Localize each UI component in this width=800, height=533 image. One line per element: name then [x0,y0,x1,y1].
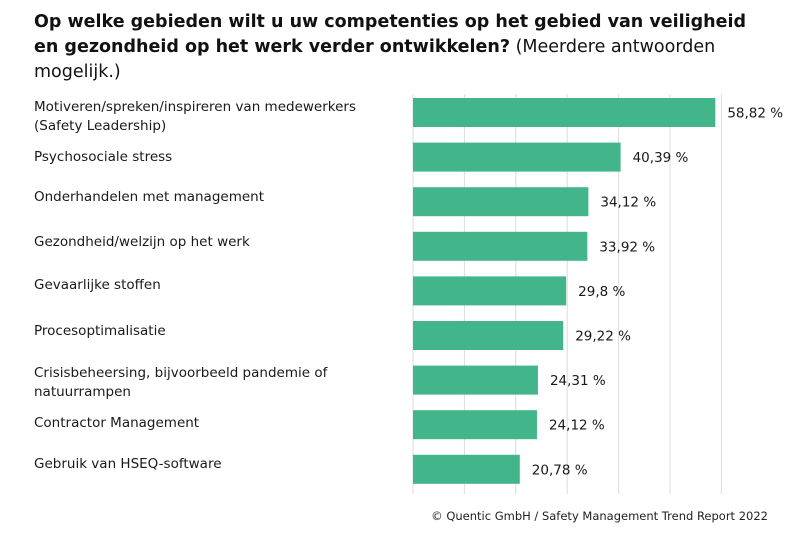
value-label: 24,12 % [549,418,605,434]
bar [413,187,589,217]
bar [413,231,588,261]
category-label: Onderhandelen met management [34,189,265,205]
category-label: Motiveren/spreken/inspireren van medewer… [34,99,357,134]
bar [413,365,538,395]
value-label: 29,22 % [575,329,631,345]
bar [413,142,621,172]
value-label: 24,31 % [550,373,606,389]
category-label: Crisisbeheersing, bijvoorbeeld pandemie … [34,365,328,400]
bar [413,276,567,306]
chart-title-note: (Meerdere antwoorden mogelijk.) [34,37,716,82]
value-label: 58,82 % [727,106,783,122]
chart-title: Op welke gebieden wilt u uw competenties… [34,10,774,85]
category-label: Gezondheid/welzijn op het werk [34,234,250,250]
bar [413,321,564,350]
value-label: 40,39 % [633,150,689,166]
category-label: Gebruik van HSEQ-software [34,456,222,472]
category-label: Gevaarlijke stoffen [34,277,161,293]
value-label: 29,8 % [578,284,625,300]
bar [413,410,537,440]
bar [413,454,520,484]
category-label: Contractor Management [34,415,200,431]
bar [413,98,716,127]
category-label: Procesoptimalisatie [34,323,166,339]
value-label: 34,12 % [600,195,656,211]
value-label: 20,78 % [532,462,588,478]
chart-title-question: Op welke gebieden wilt u uw competenties… [34,12,747,57]
category-label: Psychosociale stress [34,149,173,165]
value-label: 33,92 % [599,239,655,255]
copyright-footer: © Quentic GmbH / Safety Management Trend… [431,509,768,523]
